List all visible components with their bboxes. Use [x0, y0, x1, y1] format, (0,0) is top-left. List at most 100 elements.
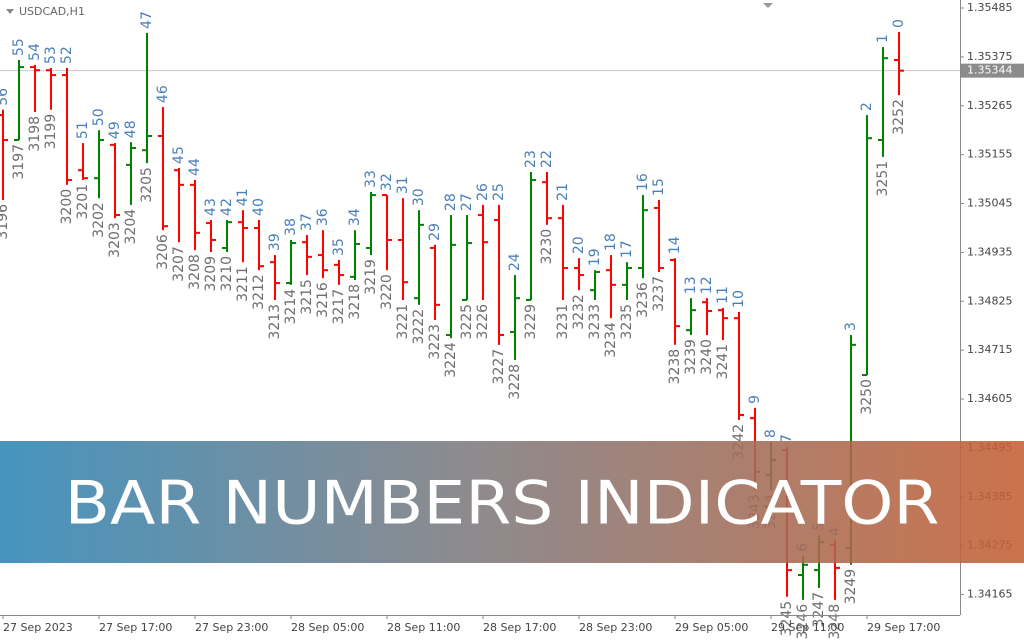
bar-number-label: 3204: [123, 209, 139, 245]
bar-number-label: 3203: [107, 222, 123, 258]
countdown-label: 0: [891, 19, 907, 28]
countdown-label: 21: [555, 183, 571, 201]
countdown-label: 28: [443, 193, 459, 211]
bar-number-label: 3252: [891, 99, 907, 135]
countdown-label: 27: [459, 193, 475, 211]
countdown-label: 53: [43, 46, 59, 64]
bar-number-label: 3234: [603, 322, 619, 358]
countdown-label: 1: [875, 34, 891, 43]
bar-number-label: 3205: [139, 167, 155, 203]
countdown-label: 10: [731, 290, 747, 308]
bar-number-label: 3225: [459, 304, 475, 340]
countdown-label: 20: [571, 236, 587, 254]
y-tick-label: 1.35045: [967, 197, 1013, 210]
y-tick-label: 1.34715: [967, 343, 1013, 356]
x-tick-label: 28 Sep 11:00: [387, 621, 460, 634]
bar-number-label: 3247: [811, 592, 827, 628]
bar-number-label: 3224: [443, 342, 459, 378]
x-tick-label: 29 Sep 17:00: [867, 621, 940, 634]
bar-number-label: 3213: [267, 304, 283, 340]
countdown-label: 32: [379, 173, 395, 191]
countdown-label: 9: [747, 395, 763, 404]
countdown-label: 15: [651, 178, 667, 196]
countdown-label: 42: [219, 198, 235, 216]
bar-number-label: 3246: [795, 604, 811, 640]
countdown-label: 50: [91, 108, 107, 126]
bar-number-label: 3236: [635, 282, 651, 318]
current-price-tag: [961, 63, 1024, 78]
x-tick-label: 27 Sep 17:00: [99, 621, 172, 634]
countdown-label: 52: [59, 46, 75, 64]
countdown-label: 47: [139, 11, 155, 29]
countdown-label: 37: [299, 213, 315, 231]
bar-number-label: 3240: [699, 339, 715, 375]
x-tick-label: 28 Sep 23:00: [579, 621, 652, 634]
x-tick-label: 28 Sep 05:00: [291, 621, 364, 634]
x-tick-label: 27 Sep 2023: [3, 621, 73, 634]
bar-number-label: 3233: [587, 304, 603, 340]
bar-number-label: 3237: [651, 276, 667, 312]
countdown-label: 43: [203, 198, 219, 216]
y-tick-label: 1.34605: [967, 392, 1013, 405]
y-tick-label: 1.35155: [967, 148, 1013, 161]
countdown-label: 36: [315, 208, 331, 226]
bar-number-label: 3229: [523, 304, 539, 340]
banner: [0, 441, 1024, 563]
countdown-label: 26: [475, 183, 491, 201]
countdown-label: 14: [667, 236, 683, 254]
bar-number-label: 3198: [27, 116, 43, 152]
countdown-label: 51: [75, 121, 91, 139]
bar-number-label: 3228: [507, 364, 523, 400]
countdown-label: 17: [619, 240, 635, 258]
countdown-label: 40: [251, 198, 267, 216]
bar-number-label: 3200: [59, 189, 75, 225]
plot-area: 5631965531975431985331995232005132015032…: [0, 11, 960, 640]
bar-number-label: 3230: [539, 229, 555, 265]
countdown-label: 23: [523, 150, 539, 168]
countdown-label: 2: [859, 102, 875, 111]
y-tick-label: 1.35485: [967, 1, 1013, 14]
bar-number-label: 3248: [827, 604, 843, 640]
bar-number-label: 3217: [331, 289, 347, 325]
bar-number-label: 3241: [715, 344, 731, 380]
countdown-label: 46: [155, 85, 171, 103]
countdown-label: 12: [699, 276, 715, 294]
y-tick-label: 1.34935: [967, 245, 1013, 258]
banner-layer: BAR NUMBERS INDICATOR: [0, 441, 1024, 563]
countdown-label: 41: [235, 188, 251, 206]
countdown-label: 13: [683, 276, 699, 294]
countdown-label: 24: [507, 253, 523, 271]
menu-arrow[interactable]: [6, 9, 14, 14]
bar-number-label: 3219: [363, 259, 379, 295]
bar-number-label: 3227: [491, 349, 507, 385]
countdown-label: 18: [603, 233, 619, 251]
y-tick-label: 1.34825: [967, 294, 1013, 307]
bar-number-label: 3250: [859, 379, 875, 415]
bar-number-label: 3245: [779, 601, 795, 637]
countdown-label: 49: [107, 121, 123, 139]
bar-number-label: 3223: [427, 324, 443, 360]
countdown-label: 31: [395, 176, 411, 194]
x-tick-label: 29 Sep 05:00: [675, 621, 748, 634]
countdown-label: 35: [331, 238, 347, 256]
bar-number-label: 3212: [251, 274, 267, 310]
bar-number-label: 3202: [91, 202, 107, 238]
countdown-label: 22: [539, 150, 555, 168]
countdown-label: 34: [347, 208, 363, 226]
bar-number-label: 3201: [75, 184, 91, 220]
countdown-label: 11: [715, 286, 731, 304]
countdown-label: 16: [635, 173, 651, 191]
window-icon[interactable]: [763, 3, 773, 8]
bar-number-label: 3221: [395, 304, 411, 340]
bar-number-label: 3210: [219, 256, 235, 292]
countdown-label: 3: [843, 322, 859, 331]
current-price-label: 1.35344: [967, 64, 1013, 77]
bar-number-label: 3218: [347, 284, 363, 320]
countdown-label: 45: [171, 146, 187, 164]
bar-number-label: 3235: [619, 304, 635, 340]
x-tick-label: 27 Sep 23:00: [195, 621, 268, 634]
bar-number-label: 3249: [843, 569, 859, 605]
countdown-label: 55: [11, 38, 27, 56]
countdown-label: 19: [587, 248, 603, 266]
